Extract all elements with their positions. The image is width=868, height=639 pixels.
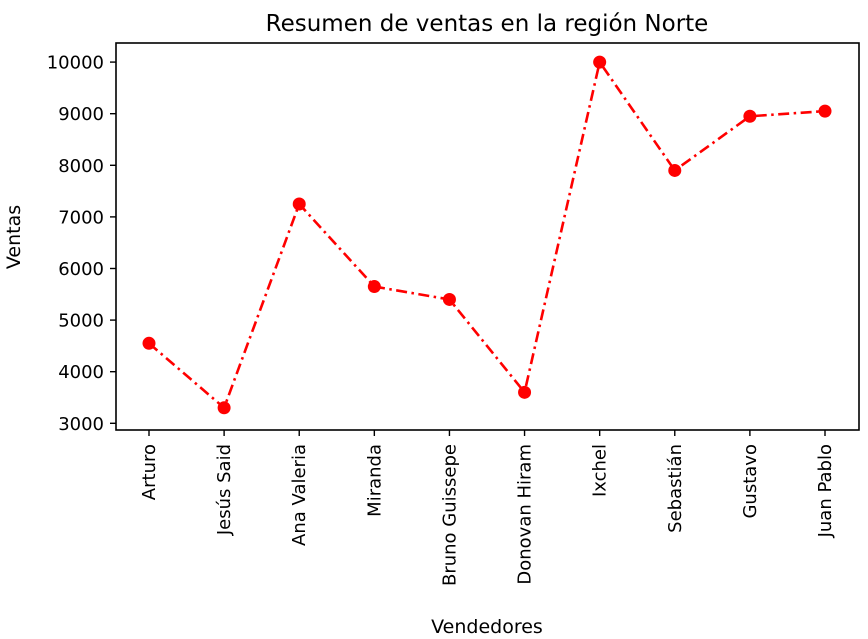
x-axis: Arturo Jesús Said Ana Valeria Miranda Bruno … (139, 430, 836, 586)
chart-title: Resumen de ventas en la región Norte (266, 11, 709, 37)
series-line (148, 58, 826, 411)
y-tick-label: 3000 (58, 414, 104, 435)
data-point (442, 292, 456, 306)
x-tick-label: Sebastián (665, 444, 686, 533)
data-point (367, 280, 381, 294)
data-point (518, 385, 532, 399)
data-point (292, 197, 306, 211)
y-tick-label: 4000 (58, 362, 104, 383)
data-point (142, 336, 156, 350)
x-tick-label: Gustavo (740, 444, 761, 519)
y-tick-label: 10000 (47, 53, 104, 74)
data-point (668, 163, 682, 177)
plot-area (115, 42, 860, 431)
x-tick-label: Ixchel (590, 444, 611, 497)
y-tick-label: 6000 (58, 259, 104, 280)
x-tick-label: Donovan Hiram (515, 444, 536, 585)
data-point (593, 55, 607, 69)
y-tick-label: 7000 (58, 207, 104, 228)
x-tick-label: Jesús Said (214, 444, 235, 536)
data-point (217, 401, 231, 415)
y-tick-label: 8000 (58, 156, 104, 177)
x-tick-label: Arturo (139, 444, 160, 500)
y-tick-label: 5000 (58, 311, 104, 332)
x-tick-label: Ana Valeria (289, 444, 310, 546)
data-point (818, 104, 832, 118)
series-layer (142, 55, 832, 415)
data-point (743, 109, 757, 123)
y-axis: 3000 4000 5000 6000 7000 8000 9000 10000 (47, 53, 116, 435)
y-axis-label: Ventas (3, 205, 25, 269)
x-axis-label: Vendedores (431, 616, 543, 638)
x-tick-label: Bruno Guissepe (439, 444, 460, 586)
y-tick-label: 9000 (58, 104, 104, 125)
plot-border (115, 42, 860, 431)
x-tick-label: Juan Pablo (815, 444, 836, 538)
x-tick-label: Miranda (364, 444, 385, 517)
